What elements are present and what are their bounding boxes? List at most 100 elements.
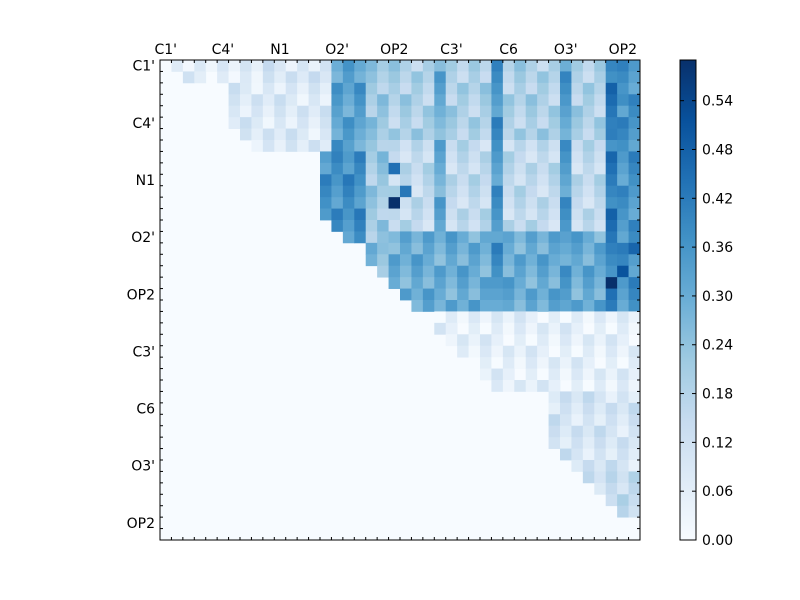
heatmap-cell (491, 254, 504, 267)
heatmap-cell (354, 128, 367, 141)
heatmap-cell (537, 151, 549, 164)
heatmap-cell (400, 254, 412, 267)
heatmap-cell (582, 345, 595, 358)
heatmap-cell (445, 254, 458, 267)
heatmap-cell (605, 322, 618, 335)
heatmap-cell (365, 82, 378, 95)
heatmap-cell (560, 105, 572, 118)
heatmap-cell (502, 82, 515, 95)
heatmap-cell (525, 60, 538, 72)
heatmap-cell (342, 128, 355, 141)
heatmap-cell (617, 162, 629, 175)
heatmap-cell (594, 185, 607, 198)
heatmap-cell (422, 82, 435, 95)
heatmap-cell (297, 71, 309, 84)
heatmap-cell (365, 71, 378, 84)
heatmap-cell (377, 185, 389, 198)
heatmap-cell (320, 208, 332, 221)
heatmap-cell (342, 94, 355, 107)
heatmap-cell (388, 242, 401, 255)
heatmap-cell (400, 265, 412, 278)
heatmap-cell (457, 82, 469, 95)
heatmap-cell (582, 357, 595, 369)
heatmap-cell (205, 60, 218, 72)
heatmap-cell (628, 82, 641, 95)
heatmap-cell (491, 185, 504, 198)
x-tick-label: C6 (499, 42, 518, 58)
heatmap-cell (422, 288, 435, 301)
minor-ticks (160, 60, 640, 540)
heatmap-cell (434, 105, 447, 118)
heatmap-cell (320, 117, 332, 129)
heatmap-cell (377, 117, 389, 129)
heatmap-cell (628, 197, 641, 209)
heatmap-cell (594, 242, 607, 255)
heatmap-cell (468, 140, 481, 152)
heatmap-cell (400, 60, 412, 72)
heatmap-cell (457, 162, 469, 175)
heatmap-cell (594, 197, 607, 209)
heatmap-cell (525, 368, 538, 381)
heatmap-cell (365, 162, 378, 175)
heatmap-cell (571, 105, 584, 118)
heatmap-cell (445, 117, 458, 129)
heatmap-cell (331, 71, 344, 84)
heatmap-cell (605, 391, 618, 404)
y-tick-label: OP2 (127, 287, 155, 303)
heatmap-cell (617, 105, 629, 118)
heatmap-cell (297, 128, 309, 141)
heatmap-cell (582, 94, 595, 107)
heatmap-cell (445, 71, 458, 84)
heatmap-cell (400, 242, 412, 255)
heatmap-cell (525, 231, 538, 244)
heatmap-cell (320, 71, 332, 84)
heatmap-cell (548, 60, 561, 72)
x-tick-labels: C1' C4' N1 O2' OP2 C3' C6 O3' OP2 (154, 42, 637, 58)
heatmap-cell (377, 208, 389, 221)
heatmap-cell (514, 208, 527, 221)
heatmap-cell (548, 220, 561, 232)
heatmap-cell (262, 117, 275, 129)
heatmap-cell (354, 151, 367, 164)
heatmap-cell (411, 220, 424, 232)
heatmap-cell (400, 162, 412, 175)
x-tick-label: OP2 (380, 42, 408, 58)
heatmap-cell (354, 105, 367, 118)
heatmap-cell (228, 117, 241, 129)
heatmap-cell (582, 265, 595, 278)
heatmap-cell (400, 288, 412, 301)
heatmap-cell (480, 128, 492, 141)
heatmap-cell (434, 208, 447, 221)
heatmap-cell (617, 220, 629, 232)
heatmap-cell (548, 197, 561, 209)
colorbar-tick-label: 0.06 (702, 484, 733, 500)
heatmap-cell (491, 311, 504, 324)
heatmap-cell (365, 220, 378, 232)
heatmap-cell (480, 94, 492, 107)
heatmap-cell (480, 105, 492, 118)
heatmap-cell (354, 220, 367, 232)
heatmap-cell (342, 231, 355, 244)
heatmap-cell (491, 334, 504, 347)
heatmap-cell (628, 185, 641, 198)
heatmap-cell (251, 140, 264, 152)
heatmap-cell (434, 288, 447, 301)
heatmap-cell (285, 71, 298, 84)
heatmap-cell (445, 220, 458, 232)
heatmap-cell (525, 105, 538, 118)
heatmap-cell (320, 82, 332, 95)
heatmap-cell (502, 322, 515, 335)
heatmap-cell (422, 60, 435, 72)
heatmap-cell (537, 197, 549, 209)
heatmap-cell (422, 128, 435, 141)
heatmap-cell (582, 162, 595, 175)
heatmap-cell (502, 105, 515, 118)
heatmap-cell (537, 117, 549, 129)
heatmap-cell (320, 185, 332, 198)
heatmap-cell (571, 220, 584, 232)
heatmap-cell (445, 265, 458, 278)
heatmap-cell (582, 391, 595, 404)
heatmap-cell (537, 82, 549, 95)
x-tick-label: O3' (554, 42, 578, 58)
heatmap-cell (628, 448, 641, 461)
